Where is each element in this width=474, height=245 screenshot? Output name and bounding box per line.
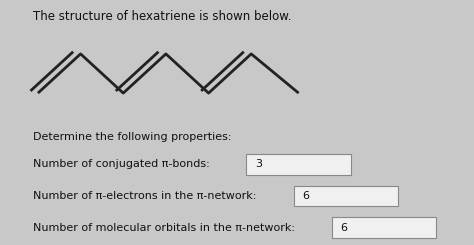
Text: Number of conjugated π-bonds:: Number of conjugated π-bonds: <box>33 159 213 169</box>
FancyBboxPatch shape <box>332 218 436 238</box>
Text: Number of π-electrons in the π-network:: Number of π-electrons in the π-network: <box>33 191 260 201</box>
FancyBboxPatch shape <box>246 154 351 174</box>
Text: 6: 6 <box>302 191 310 201</box>
Text: 6: 6 <box>340 223 347 233</box>
Text: Number of molecular orbitals in the π-network:: Number of molecular orbitals in the π-ne… <box>33 223 299 233</box>
Text: The structure of hexatriene is shown below.: The structure of hexatriene is shown bel… <box>33 10 292 23</box>
Text: 3: 3 <box>255 159 262 169</box>
Text: Determine the following properties:: Determine the following properties: <box>33 132 232 142</box>
FancyBboxPatch shape <box>294 186 398 206</box>
